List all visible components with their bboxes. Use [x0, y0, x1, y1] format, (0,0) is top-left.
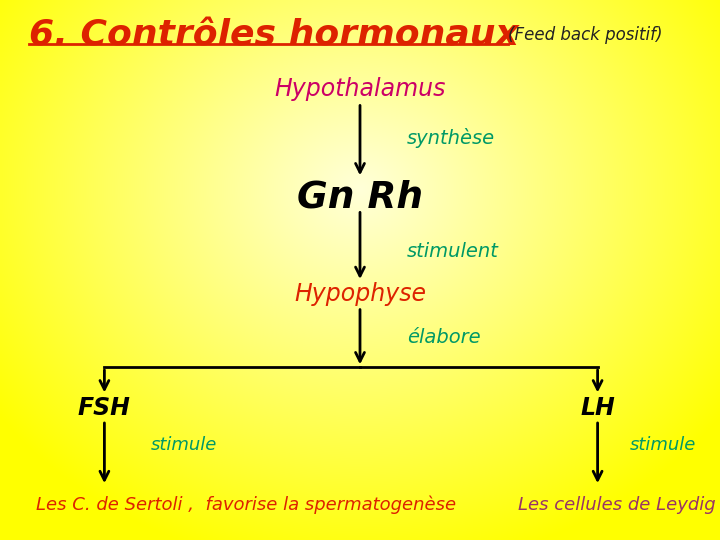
Text: stimule: stimule: [151, 436, 217, 455]
Text: Hypothalamus: Hypothalamus: [274, 77, 446, 101]
Text: Les C. de Sertoli ,  favorise la spermatogenèse: Les C. de Sertoli , favorise la spermato…: [36, 496, 456, 514]
Text: stimulent: stimulent: [407, 241, 499, 261]
Text: élabore: élabore: [407, 328, 480, 347]
Text: Hypophyse: Hypophyse: [294, 282, 426, 306]
Text: (Feed back positif): (Feed back positif): [508, 26, 662, 44]
Text: FSH: FSH: [78, 396, 131, 420]
Text: Gn Rh: Gn Rh: [297, 179, 423, 215]
Text: 6. Contrôles hormonaux: 6. Contrôles hormonaux: [29, 18, 518, 52]
Text: Les cellules de Leydig: Les cellules de Leydig: [518, 496, 716, 514]
Text: synthèse: synthèse: [407, 127, 495, 148]
Text: LH: LH: [580, 396, 615, 420]
Text: stimule: stimule: [630, 436, 696, 455]
